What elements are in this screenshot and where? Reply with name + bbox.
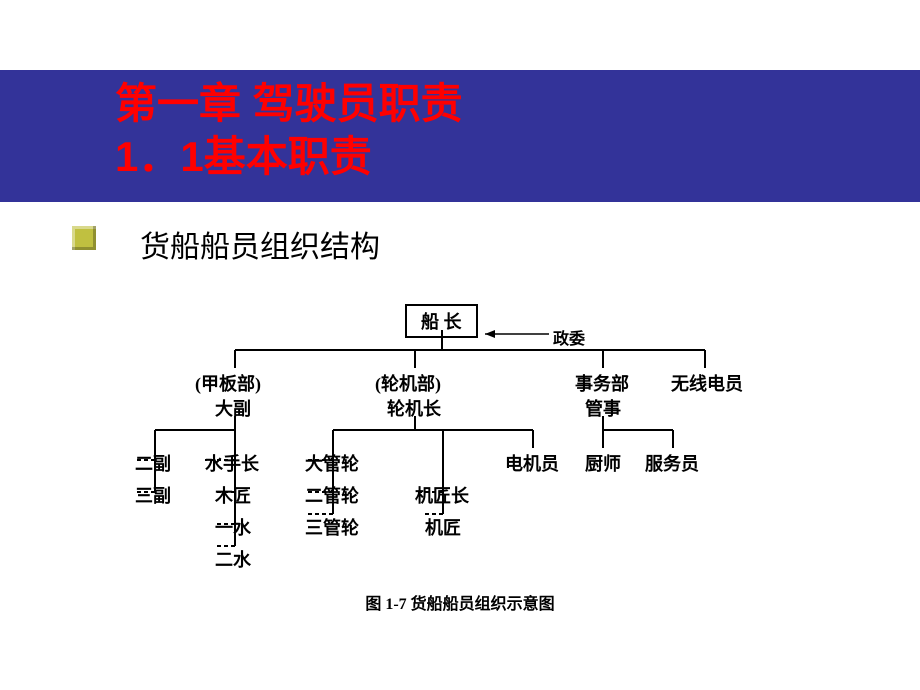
node-steward_dept: 事务部 <box>575 370 629 396</box>
org-chart: 船 长政委 (甲板部)大副 (轮机部)轮机长 事务部管事 无线电员二副三副 水手长木匠一水… <box>135 300 785 660</box>
node-ab: 一水 <box>215 514 251 540</box>
node-chief_engineer: 轮机长 <box>387 395 441 421</box>
node-fitter: 机匠 <box>425 514 461 540</box>
node-dept_deck: (甲板部) <box>195 370 261 396</box>
node-second_officer: 二副 <box>135 450 171 476</box>
main-title: 第一章 驾驶员职责 1．1基本职责 <box>115 78 463 183</box>
chart-caption: 图 1-7 货船船员组织示意图 <box>135 590 785 614</box>
node-second_engineer: 二管轮 <box>305 482 359 508</box>
node-steward: 管事 <box>585 395 621 421</box>
title-line1: 第一章 驾驶员职责 <box>115 80 463 127</box>
node-carpenter: 木匠 <box>215 482 251 508</box>
node-captain: 船 长 <box>405 304 478 338</box>
node-first_engineer: 大管轮 <box>305 450 359 476</box>
subtitle: 货船船员组织结构 <box>140 222 380 266</box>
node-commissar: 政委 <box>553 325 585 349</box>
node-chief_officer: 大副 <box>215 395 251 421</box>
node-cook: 厨师 <box>585 450 621 476</box>
node-third_engineer: 三管轮 <box>305 514 359 540</box>
node-electrician: 电机员 <box>505 450 559 476</box>
node-os: 二水 <box>215 546 251 572</box>
title-line2: 1．1基本职责 <box>115 133 372 180</box>
node-dept_engine: (轮机部) <box>375 370 441 396</box>
node-radio: 无线电员 <box>671 370 743 396</box>
node-bosun: 水手长 <box>205 450 259 476</box>
node-attend: 服务员 <box>645 450 699 476</box>
node-third_officer: 三副 <box>135 482 171 508</box>
bullet-icon <box>72 226 96 250</box>
node-fitter_chief: 机匠长 <box>415 482 469 508</box>
